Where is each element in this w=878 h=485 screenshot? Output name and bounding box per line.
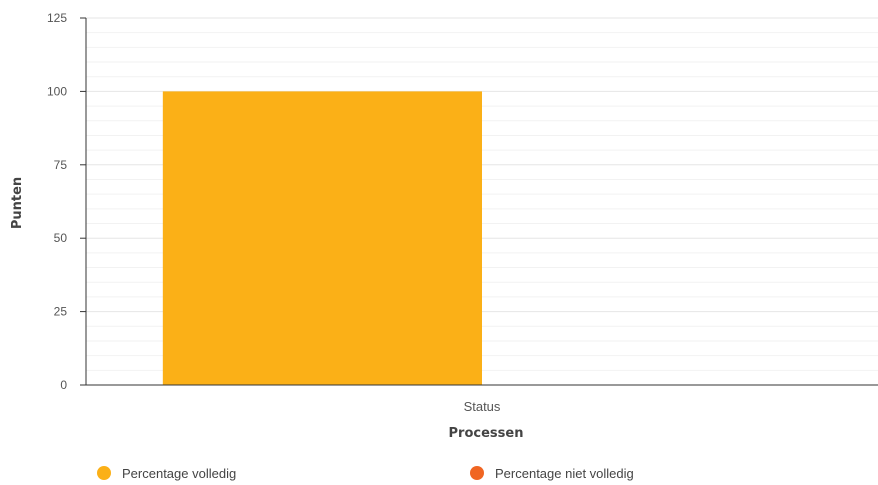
y-tick-label: 75: [54, 158, 68, 172]
x-tick-label: Status: [464, 399, 501, 414]
y-tick-label: 100: [47, 84, 67, 98]
x-axis-ticks: Status: [464, 399, 501, 414]
y-tick-label: 0: [60, 378, 67, 392]
y-tick-label: 125: [47, 11, 67, 25]
bars: [162, 91, 482, 386]
legend-label: Percentage niet volledig: [495, 466, 634, 481]
y-axis-ticks: 0 25 50 75 100 125: [47, 11, 86, 392]
y-tick-label: 50: [54, 231, 68, 245]
bar[interactable]: [162, 91, 482, 386]
legend-item[interactable]: Percentage niet volledig: [470, 466, 634, 481]
x-axis-title: Processen: [449, 426, 524, 441]
legend-marker: [470, 466, 484, 480]
y-tick-label: 25: [54, 305, 68, 319]
legend-label: Percentage volledig: [122, 466, 236, 481]
legend-item[interactable]: Percentage volledig: [97, 466, 236, 481]
legend-marker: [97, 466, 111, 480]
y-axis-title: Punten: [10, 177, 25, 229]
legend: Percentage volledig Percentage niet volle…: [97, 466, 634, 481]
